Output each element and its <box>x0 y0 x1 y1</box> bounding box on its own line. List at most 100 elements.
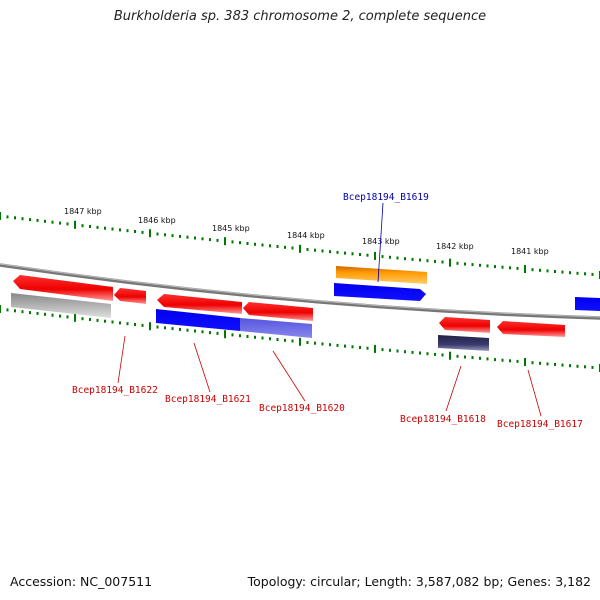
gene-feature-b1621-blue[interactable] <box>156 309 240 331</box>
scale-tick <box>21 217 24 221</box>
gene-feature-b1620-red[interactable] <box>243 302 313 321</box>
scale-tick <box>546 269 549 273</box>
scale-tick <box>501 358 504 362</box>
scale-tick <box>269 244 271 248</box>
gene-feature-right-edge[interactable] <box>575 297 600 311</box>
scale-tick <box>134 230 136 233</box>
scale-tick <box>104 319 106 323</box>
scale-tick <box>404 350 406 354</box>
scale-tick <box>359 346 361 349</box>
scale-tick <box>111 227 114 231</box>
scale-tick <box>126 322 129 326</box>
scale-tick <box>254 335 256 339</box>
gene-feature-b1618-red[interactable] <box>439 317 490 333</box>
scale-tick <box>494 358 496 362</box>
accession-text: Accession: NC_007511 <box>10 574 153 589</box>
scale-tick <box>434 352 436 356</box>
scale-tick <box>81 224 84 228</box>
scale-label-1846: 1846 kbp <box>138 216 176 225</box>
scale-tick <box>81 317 84 321</box>
gene-feature-b1621-red[interactable] <box>157 294 242 314</box>
scale-tick <box>276 338 279 341</box>
scale-tick <box>471 263 474 267</box>
scale-tick <box>269 337 271 341</box>
scale-tick <box>224 330 226 339</box>
scale-tick <box>171 327 174 331</box>
gene-feature-b1620-lightblue[interactable] <box>240 318 312 338</box>
outer-scale-ticks <box>0 212 600 279</box>
scale-tick <box>216 238 219 242</box>
scale-tick <box>246 242 249 245</box>
scale-tick <box>584 272 586 276</box>
gene-feature-b1617-red[interactable] <box>497 321 565 337</box>
scale-tick <box>141 230 144 234</box>
scale-tick <box>156 232 159 236</box>
gene-label-b1620[interactable]: Bcep18194_B1620 <box>259 403 345 414</box>
gene-feature-red-1[interactable] <box>13 275 113 301</box>
scale-tick <box>36 311 39 315</box>
scale-tick <box>449 351 451 360</box>
scale-tick <box>231 240 234 244</box>
scale-tick <box>471 356 474 360</box>
scale-tick <box>449 258 451 267</box>
scale-tick <box>486 264 489 268</box>
scale-tick <box>224 237 226 246</box>
gene-feature-orange[interactable] <box>336 266 427 284</box>
scale-tick <box>591 272 594 276</box>
scale-tick <box>366 346 369 350</box>
gene-label-b1622[interactable]: Bcep18194_B1622 <box>72 385 158 396</box>
scale-tick <box>576 364 579 368</box>
scale-tick <box>299 244 301 253</box>
scale-tick <box>0 305 1 313</box>
scale-tick <box>584 365 586 369</box>
scale-tick <box>531 361 534 365</box>
scale-tick <box>479 263 481 267</box>
scale-tick <box>306 341 309 344</box>
scale-tick <box>374 344 376 353</box>
gene-label-b1618[interactable]: Bcep18194_B1618 <box>400 414 486 425</box>
scale-tick <box>29 218 31 222</box>
scale-tick <box>479 356 481 360</box>
scale-tick <box>389 255 391 259</box>
scale-tick <box>291 339 294 343</box>
scale-tick <box>456 354 459 358</box>
scale-tick <box>111 320 114 324</box>
scale-tick <box>66 315 69 319</box>
scale-tick <box>0 212 1 220</box>
gene-feature-red-2[interactable] <box>114 288 146 304</box>
scale-tick <box>396 256 399 260</box>
scale-tick <box>321 249 324 253</box>
scale-tick <box>291 246 294 250</box>
scale-tick <box>389 348 391 352</box>
scale-tick <box>44 312 46 316</box>
scale-tick <box>509 359 511 363</box>
gene-label-b1619[interactable]: Bcep18194_B1619 <box>343 192 429 203</box>
scale-tick <box>494 265 496 269</box>
scale-tick <box>299 337 301 346</box>
scale-tick <box>134 323 136 326</box>
scale-tick <box>411 257 414 261</box>
scale-tick <box>119 321 121 325</box>
scale-tick <box>194 329 196 333</box>
gene-label-b1621[interactable]: Bcep18194_B1621 <box>165 394 251 405</box>
scale-tick <box>209 238 211 242</box>
scale-tick <box>314 341 316 345</box>
scale-tick <box>186 235 189 239</box>
scale-tick <box>456 261 459 265</box>
scale-tick <box>561 363 564 367</box>
map-title: Burkholderia sp. 383 chromosome 2, compl… <box>113 9 487 24</box>
scale-tick <box>51 313 54 317</box>
gene-feature-b1618-dark[interactable] <box>438 335 489 351</box>
topology-summary: Topology: circular; Length: 3,587,082 bp… <box>247 574 591 589</box>
scale-tick <box>141 323 144 327</box>
scale-tick <box>59 314 61 318</box>
gene-label-b1617[interactable]: Bcep18194_B1617 <box>497 419 583 430</box>
scale-tick <box>419 258 421 262</box>
gene-feature-gray[interactable] <box>11 293 111 318</box>
scale-tick <box>74 220 76 229</box>
gene-feature-b1619[interactable] <box>334 283 426 301</box>
scale-tick <box>561 270 564 274</box>
scale-tick <box>344 344 346 348</box>
scale-tick <box>29 311 31 315</box>
scale-tick <box>21 310 24 314</box>
